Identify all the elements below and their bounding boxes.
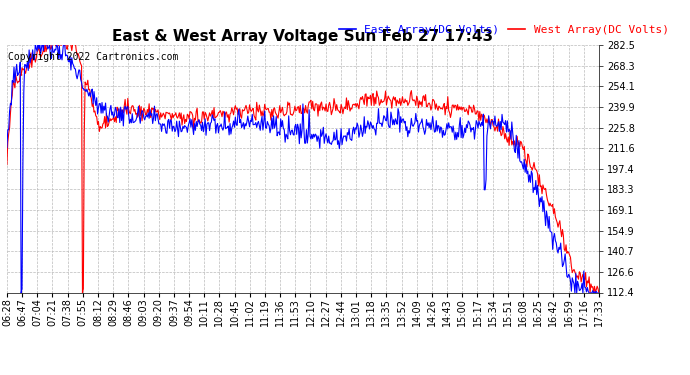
Text: Copyright 2022 Cartronics.com: Copyright 2022 Cartronics.com [8, 53, 179, 62]
Title: East & West Array Voltage Sun Feb 27 17:43: East & West Array Voltage Sun Feb 27 17:… [112, 29, 493, 44]
Legend: East Array(DC Volts), West Array(DC Volts): East Array(DC Volts), West Array(DC Volt… [335, 21, 673, 40]
